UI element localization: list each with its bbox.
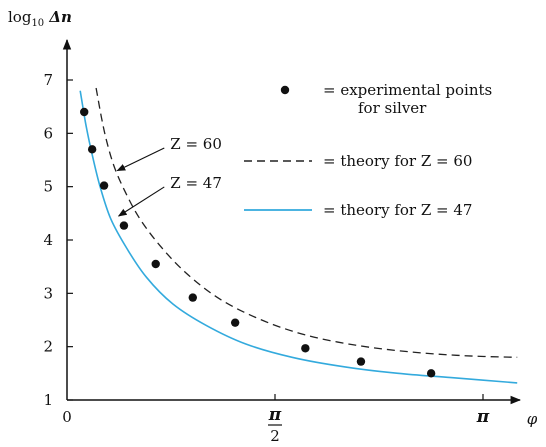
x-tick-label-half-pi-num: π (268, 405, 282, 425)
series-line-z47 (79, 90, 518, 384)
y-tick-label: 1 (43, 391, 53, 409)
y-tick-label: 6 (43, 124, 53, 142)
y-tick-label: 4 (43, 231, 53, 249)
axes: 1 2 3 4 5 6 7 0 π 2 π log10 Δn φ (8, 8, 538, 445)
x-tick-label-pi: π (476, 407, 490, 427)
annotation-arrow-z60 (116, 147, 165, 172)
series-line-z60 (95, 87, 518, 358)
data-point (80, 107, 89, 117)
x-tick-label-half-pi-den: 2 (270, 427, 280, 445)
series-layer (79, 87, 518, 384)
data-point (356, 357, 366, 366)
annotation-label-z60: Z = 60 (170, 135, 222, 153)
data-point (87, 145, 97, 154)
legend-label-z47: = theory for Z = 47 (323, 201, 472, 219)
annotation-arrow-z47 (117, 186, 165, 217)
legend-marker (280, 85, 290, 95)
data-point (99, 181, 109, 190)
y-tick-label: 2 (43, 338, 53, 356)
annotation-label-z47: Z = 47 (170, 174, 222, 192)
data-point (151, 259, 160, 269)
points-layer (80, 107, 436, 378)
data-point (230, 318, 240, 327)
y-tick-label: 3 (43, 284, 53, 302)
data-point (301, 344, 310, 353)
x-axis-label: φ (527, 410, 538, 428)
y-tick-label: 7 (43, 71, 53, 89)
data-point (188, 293, 197, 302)
data-point (119, 221, 129, 230)
data-point (426, 369, 436, 378)
legend-label-points: = experimental points (323, 81, 492, 99)
legend-label-points-line2: for silver (358, 99, 427, 117)
annotations: Z = 60 Z = 47 (116, 135, 222, 217)
y-tick-label: 5 (43, 178, 53, 196)
x-tick-label-zero: 0 (62, 408, 72, 426)
legend-label-z60: = theory for Z = 60 (323, 152, 472, 170)
y-axis-label: log10 Δn (8, 8, 72, 29)
